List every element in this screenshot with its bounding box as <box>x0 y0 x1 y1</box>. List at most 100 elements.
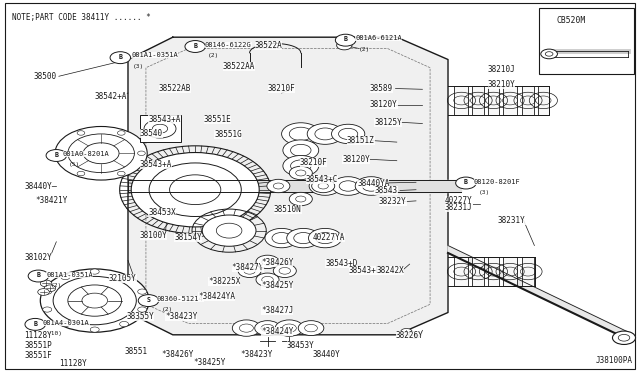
Text: 38440Y: 38440Y <box>312 350 340 359</box>
Text: *38426Y: *38426Y <box>261 258 294 267</box>
Circle shape <box>138 151 145 155</box>
Text: B: B <box>33 321 37 327</box>
Circle shape <box>256 273 279 286</box>
Text: 38510N: 38510N <box>274 205 301 214</box>
Text: (3): (3) <box>133 64 145 69</box>
Text: 38154Y: 38154Y <box>174 233 202 242</box>
Text: *38421Y: *38421Y <box>35 196 68 205</box>
Text: 38551E: 38551E <box>204 115 231 124</box>
Text: *38424YA: *38424YA <box>198 292 236 301</box>
Bar <box>503 257 517 286</box>
Bar <box>539 8 634 74</box>
Circle shape <box>110 52 131 64</box>
Text: *38426Y: *38426Y <box>161 350 194 359</box>
Circle shape <box>265 228 298 248</box>
Circle shape <box>289 166 312 180</box>
Circle shape <box>46 150 67 161</box>
Circle shape <box>238 264 261 278</box>
Circle shape <box>77 171 84 176</box>
Text: 11128Y: 11128Y <box>24 331 52 340</box>
Text: 38543: 38543 <box>374 186 397 195</box>
Circle shape <box>44 285 56 292</box>
Text: B: B <box>344 36 348 42</box>
Text: *38425Y: *38425Y <box>193 358 226 367</box>
Text: (2): (2) <box>51 283 63 288</box>
Circle shape <box>232 320 260 336</box>
Text: 38540: 38540 <box>140 129 163 138</box>
Bar <box>454 86 468 115</box>
Text: 38125Y: 38125Y <box>374 118 402 126</box>
Text: 38242X: 38242X <box>376 266 404 275</box>
Circle shape <box>131 153 259 227</box>
Circle shape <box>337 41 352 50</box>
Text: 40227YA: 40227YA <box>312 233 345 242</box>
Circle shape <box>118 131 125 135</box>
Circle shape <box>202 215 256 246</box>
Bar <box>503 86 517 115</box>
Text: 38551: 38551 <box>125 347 148 356</box>
Text: 38453X: 38453X <box>148 208 176 217</box>
Circle shape <box>612 331 636 344</box>
Text: 081A4-0301A: 081A4-0301A <box>43 320 90 326</box>
Circle shape <box>61 275 70 280</box>
Circle shape <box>43 289 52 294</box>
Circle shape <box>308 228 342 248</box>
Text: 38453Y: 38453Y <box>287 341 314 350</box>
Text: 38120Y: 38120Y <box>342 155 370 164</box>
Bar <box>488 86 499 115</box>
Circle shape <box>120 321 129 327</box>
Circle shape <box>120 275 129 280</box>
Circle shape <box>117 171 125 176</box>
Text: S: S <box>147 297 150 303</box>
Text: 38551F: 38551F <box>24 351 52 360</box>
Text: (2): (2) <box>208 53 220 58</box>
Circle shape <box>275 320 303 336</box>
Circle shape <box>287 228 320 248</box>
Text: 38226Y: 38226Y <box>396 331 423 340</box>
Circle shape <box>43 307 52 312</box>
Circle shape <box>28 270 49 282</box>
Text: 38543+D: 38543+D <box>325 259 358 268</box>
Circle shape <box>409 331 420 338</box>
Text: B: B <box>464 179 468 185</box>
Text: 38355Y: 38355Y <box>127 312 154 321</box>
Text: 38543+A: 38543+A <box>140 160 172 169</box>
Text: 11128Y: 11128Y <box>59 359 86 368</box>
Text: 38210F: 38210F <box>300 158 327 167</box>
Circle shape <box>273 264 296 278</box>
Circle shape <box>77 131 85 135</box>
Text: (10): (10) <box>48 331 63 336</box>
Circle shape <box>90 269 99 274</box>
Bar <box>522 257 534 286</box>
Circle shape <box>283 140 319 161</box>
Text: 38210F: 38210F <box>268 84 295 93</box>
Text: 38440YA: 38440YA <box>357 179 390 187</box>
Text: 38440Y: 38440Y <box>24 182 52 190</box>
Text: 08360-51214: 08360-51214 <box>157 296 204 302</box>
Text: 38589: 38589 <box>370 84 393 93</box>
Text: (2): (2) <box>161 307 173 312</box>
Text: 38210Y: 38210Y <box>488 80 515 89</box>
Text: B: B <box>36 272 40 278</box>
Circle shape <box>335 34 356 46</box>
Circle shape <box>55 126 147 180</box>
Circle shape <box>255 321 280 336</box>
Circle shape <box>283 155 319 176</box>
Text: 38543+A: 38543+A <box>148 115 181 124</box>
Text: (2): (2) <box>358 47 370 52</box>
Text: *38427Y: *38427Y <box>232 263 264 272</box>
Circle shape <box>545 52 553 56</box>
Bar <box>140 115 181 142</box>
Text: 38120Y: 38120Y <box>370 100 397 109</box>
Text: 38543+B: 38543+B <box>349 266 381 275</box>
Text: NOTE;PART CODE 38411Y ...... *: NOTE;PART CODE 38411Y ...... * <box>12 13 150 22</box>
Text: 38551P: 38551P <box>24 341 52 350</box>
Text: 38542+A: 38542+A <box>95 92 127 101</box>
Circle shape <box>289 192 312 206</box>
Circle shape <box>40 269 149 332</box>
Circle shape <box>332 124 365 144</box>
Text: 081A1-0351A: 081A1-0351A <box>131 52 178 58</box>
Circle shape <box>38 289 49 295</box>
Text: *38425Y: *38425Y <box>261 281 294 290</box>
Circle shape <box>256 255 279 269</box>
